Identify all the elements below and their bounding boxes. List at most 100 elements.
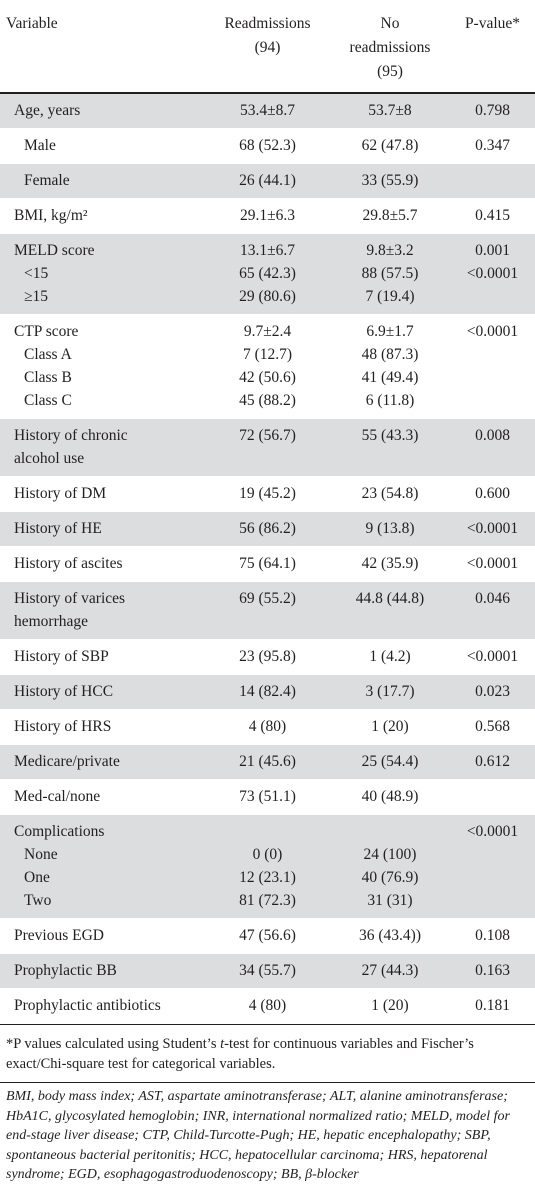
cell-variable-line: History of varices (14, 590, 126, 607)
readmission-table: Variable Readmissions (94) No readmissio… (0, 15, 535, 1024)
cell-readmissions-line: 0 (0) (252, 846, 283, 863)
table-row: Prophylactic BB 34 (55.7) 27 (44.3) 0.163 (0, 953, 535, 989)
table-row: MELD score <15 ≥15 13.1±6.7 65 (42.3) 29 (80.… (0, 233, 535, 315)
cell-no-readmissions-line: 29.8±5.7 (362, 207, 418, 224)
cell-no-readmissions-line: 27 (44.3) (361, 962, 419, 979)
cell-pvalue (450, 163, 535, 199)
cell-pvalue-line: 0.046 (475, 590, 510, 607)
table-row: BMI, kg/m² 29.1±6.3 29.8±5.7 0.415 (0, 198, 535, 234)
cell-no-readmissions-line: 3 (17.7) (365, 683, 415, 700)
cell-readmissions-line: 73 (51.1) (239, 788, 296, 805)
header-no-readmissions-label-2: readmissions (349, 39, 431, 56)
cell-readmissions-line: 45 (88.2) (239, 392, 296, 409)
header-no-readmissions-n: (95) (377, 63, 403, 80)
cell-no-readmissions-line: 42 (35.9) (361, 555, 419, 572)
table-row: Complications None One Two 0 (0) 12 (23.1) 81… (0, 814, 535, 919)
table-row: History of SBP 23 (95.8) 1 (4.2) <0.0001 (0, 639, 535, 675)
cell-no-readmissions-line: 48 (87.3) (361, 346, 419, 363)
cell-no-readmissions-line: 36 (43.4)) (359, 927, 421, 944)
cell-variable-line: History of SBP (14, 648, 109, 665)
footnote-abbreviations: BMI, body mass index; AST, aspartate ami… (0, 1082, 535, 1185)
cell-pvalue-line: 0.001 (475, 242, 510, 259)
cell-variable: BMI, kg/m² (0, 198, 205, 234)
cell-readmissions: 56 (86.2) (205, 511, 330, 547)
cell-no-readmissions-line: 1 (20) (371, 997, 409, 1014)
cell-pvalue: <0.0001 (450, 814, 535, 919)
cell-readmissions: 69 (55.2) (205, 581, 330, 640)
table-row: Med-cal/none 73 (51.1) 40 (48.9) (0, 779, 535, 815)
cell-pvalue: 0.415 (450, 198, 535, 234)
cell-no-readmissions: 27 (44.3) (330, 953, 450, 989)
cell-variable-line: Previous EGD (14, 927, 104, 944)
cell-readmissions-line: 56 (86.2) (239, 520, 296, 537)
cell-no-readmissions: 55 (43.3) (330, 418, 450, 477)
cell-readmissions-line: 29.1±6.3 (239, 207, 295, 224)
cell-no-readmissions: 9 (13.8) (330, 511, 450, 547)
cell-no-readmissions: 1 (20) (330, 709, 450, 745)
cell-pvalue-line (450, 343, 535, 366)
cell-pvalue-line: 0.108 (475, 927, 510, 944)
cell-readmissions-line: 69 (55.2) (239, 590, 296, 607)
cell-readmissions: 26 (44.1) (205, 163, 330, 199)
footnote-pre: *P values calculated using Student’s (6, 1036, 221, 1052)
cell-variable-line: Class B (24, 369, 72, 386)
cell-pvalue: 0.163 (450, 953, 535, 989)
cell-no-readmissions: 23 (54.8) (330, 476, 450, 512)
cell-variable-line: hemorrhage (14, 613, 89, 630)
table-bottom-rule (0, 1024, 535, 1025)
cell-pvalue-line: <0.0001 (466, 520, 519, 537)
cell-variable-line: Class A (24, 346, 72, 363)
cell-pvalue: 0.181 (450, 988, 535, 1024)
cell-no-readmissions: 40 (48.9) (330, 779, 450, 815)
cell-pvalue-line (450, 785, 535, 808)
cell-pvalue-line: 0.415 (475, 207, 510, 224)
cell-variable: History of HRS (0, 709, 205, 745)
cell-readmissions-line (205, 610, 330, 633)
cell-pvalue-line: 0.347 (475, 137, 510, 154)
cell-variable-line: Female (24, 172, 70, 189)
table-row: History of ascites 75 (64.1) 42 (35.9) <0.0… (0, 546, 535, 582)
table-row: Prophylactic antibiotics 4 (80) 1 (20) 0.18… (0, 988, 535, 1024)
cell-readmissions-line: 21 (45.6) (239, 753, 296, 770)
cell-pvalue-line: 0.023 (475, 683, 510, 700)
cell-variable-line: Medicare/private (14, 753, 120, 770)
cell-pvalue: <0.0001 (450, 546, 535, 582)
cell-variable: History of ascites (0, 546, 205, 582)
cell-pvalue-line (450, 389, 535, 412)
cell-readmissions-line (205, 447, 330, 470)
cell-variable: History of HCC (0, 674, 205, 710)
cell-readmissions: 53.4±8.7 (205, 93, 330, 129)
cell-no-readmissions-line: 9.8±3.2 (366, 242, 414, 259)
cell-no-readmissions: 25 (54.4) (330, 744, 450, 780)
cell-no-readmissions: 1 (20) (330, 988, 450, 1024)
cell-variable-line: None (24, 846, 58, 863)
table-row: Age, years 53.4±8.7 53.7±8 0.798 (0, 93, 535, 129)
cell-readmissions: 4 (80) (205, 988, 330, 1024)
cell-variable-line: <15 (24, 265, 49, 282)
cell-readmissions-line: 23 (95.8) (239, 648, 296, 665)
cell-pvalue-line: 0.181 (475, 997, 510, 1014)
cell-pvalue-line: <0.0001 (466, 648, 519, 665)
cell-pvalue-line (450, 285, 535, 308)
cell-pvalue: 0.600 (450, 476, 535, 512)
cell-no-readmissions: 24 (100) 40 (76.9) 31 (31) (330, 814, 450, 919)
table-row: CTP score Class A Class B Class C 9.7±2.4 7 (… (0, 314, 535, 419)
cell-readmissions-line: 75 (64.1) (239, 555, 296, 572)
cell-no-readmissions: 29.8±5.7 (330, 198, 450, 234)
cell-variable: Med-cal/none (0, 779, 205, 815)
cell-readmissions-line: 4 (80) (248, 718, 287, 735)
cell-variable-line: History of DM (14, 485, 107, 502)
header-readmissions-label: Readmissions (224, 15, 311, 32)
cell-pvalue: <0.0001 (450, 511, 535, 547)
cell-variable: History of chronic alcohol use (0, 418, 205, 477)
cell-variable: Female (0, 163, 205, 199)
cell-pvalue: <0.0001 (450, 639, 535, 675)
cell-pvalue: 0.023 (450, 674, 535, 710)
cell-no-readmissions-line: 40 (76.9) (361, 869, 419, 886)
cell-pvalue-line (450, 366, 535, 389)
cell-readmissions: 4 (80) (205, 709, 330, 745)
cell-pvalue-line: <0.0001 (466, 323, 519, 340)
cell-no-readmissions-line: 6 (11.8) (365, 392, 415, 409)
cell-readmissions-line: 9.7±2.4 (243, 323, 292, 340)
